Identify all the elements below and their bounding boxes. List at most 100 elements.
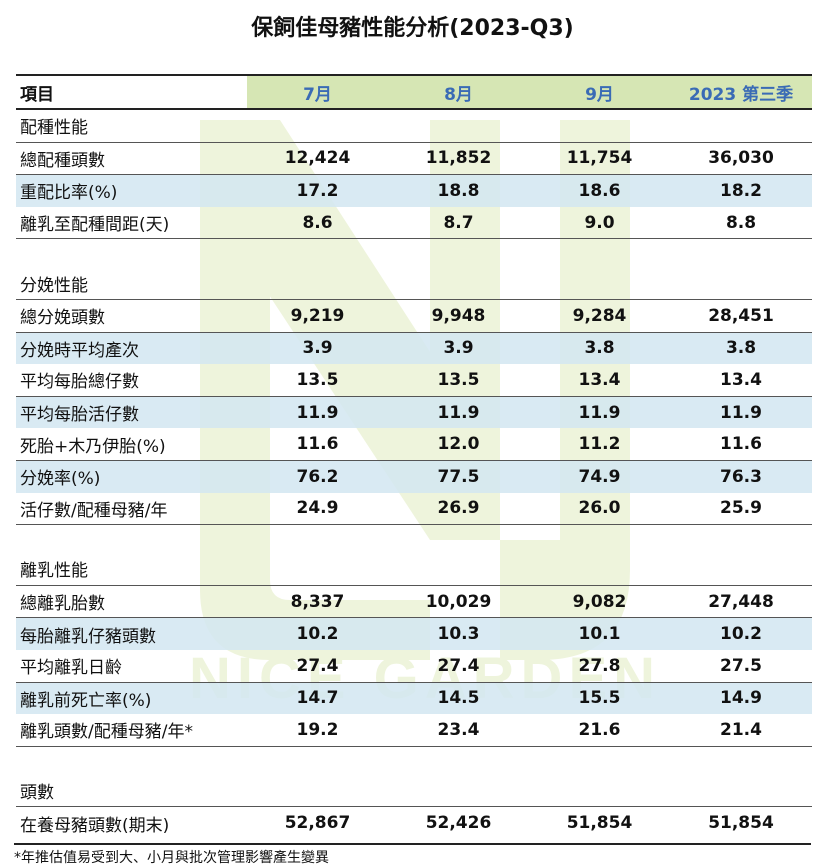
cell-value: 27.8: [529, 649, 670, 683]
cell-value: 9,082: [529, 585, 670, 619]
table-row: 每胎離乳仔豬頭數 10.2 10.3 10.1 10.2: [16, 617, 812, 650]
table-row: 分娩率(%) 76.2 77.5 74.9 76.3: [16, 460, 812, 493]
section-title: 配種性能: [16, 109, 247, 143]
cell-value: 10.2: [670, 617, 812, 650]
cell-value: 13.4: [529, 364, 670, 397]
cell-value: 26.0: [529, 492, 670, 526]
table-row: 平均離乳日齡 27.4 27.4 27.8 27.5: [16, 649, 812, 683]
table-row: 活仔數/配種母豬/年 24.9 26.9 26.0 25.9: [16, 492, 812, 526]
table-row: 離乳至配種間距(天) 8.6 8.7 9.0 8.8: [16, 206, 812, 240]
table-row: 總配種頭數 12,424 11,852 11,754 36,030: [16, 142, 812, 176]
cell-value: 27,448: [670, 585, 812, 619]
row-label: 分娩率(%): [16, 460, 247, 493]
cell-value: 3.8: [670, 332, 812, 365]
row-label: 總離乳胎數: [16, 585, 247, 619]
cell-value: 11.9: [670, 396, 812, 429]
cell-value: 9,219: [247, 299, 388, 333]
cell-value: 51,854: [566, 813, 633, 834]
cell-value: 8,337: [247, 585, 388, 619]
page-title: 保飼佳母豬性能分析(2023-Q3): [251, 16, 574, 41]
section-header: 配種性能: [16, 109, 812, 143]
cell-value: 18.2: [670, 174, 812, 207]
cell-value: 51,854: [708, 813, 774, 834]
header-col: 8月: [388, 74, 529, 110]
table-row: 平均每胎總仔數 13.5 13.5 13.4 13.4: [16, 364, 812, 397]
row-label: 每胎離乳仔豬頭數: [16, 617, 247, 650]
cell-value: 10.2: [247, 617, 388, 650]
cell-value: 12.0: [388, 428, 529, 461]
cell-value: 19.2: [247, 714, 388, 747]
cell-value: 36,030: [670, 142, 812, 176]
row-label: 離乳前死亡率(%): [16, 682, 247, 715]
header-col: 7月: [247, 74, 388, 110]
cell-value: 18.6: [529, 174, 670, 207]
header-item: 項目: [16, 74, 247, 110]
cell-value: 52,426: [425, 813, 492, 834]
cell-value: 11,754: [529, 142, 670, 176]
table-row: 總分娩頭數 9,219 9,948 9,284 28,451: [16, 299, 812, 333]
cell-value: 9,948: [388, 299, 529, 333]
cell-value: 76.2: [247, 460, 388, 493]
table-row: 離乳前死亡率(%) 14.7 14.5 15.5 14.9: [16, 682, 812, 715]
row-label: 分娩時平均產次: [16, 332, 247, 365]
row-label: 活仔數/配種母豬/年: [16, 492, 247, 526]
table-row: 重配比率(%) 17.2 18.8 18.6 18.2: [16, 174, 812, 207]
row-label: 平均離乳日齡: [16, 649, 247, 683]
row-label: 總配種頭數: [16, 142, 247, 176]
spacer-row: [16, 525, 812, 554]
table-header: 項目 7月 8月 9月 2023 第三季: [16, 74, 812, 110]
table-row: 總離乳胎數 8,337 10,029 9,082 27,448: [16, 585, 812, 619]
cell-value: 3.8: [529, 332, 670, 365]
row-label: 死胎+木乃伊胎(%): [16, 428, 247, 461]
header-col: 9月: [529, 74, 670, 110]
cell-value: 21.6: [529, 714, 670, 747]
row-label: 平均每胎總仔數: [16, 364, 247, 397]
cell-value: 11.9: [388, 396, 529, 429]
cell-value: 11,852: [388, 142, 529, 176]
section-title: 分娩性能: [16, 267, 247, 300]
row-label: 總分娩頭數: [16, 299, 247, 333]
cell-value: 13.5: [388, 364, 529, 397]
cell-value: 14.7: [247, 682, 388, 715]
cell-value: 11.9: [247, 396, 388, 429]
header-col: 2023 第三季: [670, 74, 812, 110]
cell-value: 8.6: [247, 206, 388, 240]
section-title: 頭數: [16, 774, 247, 808]
spacer-row: [16, 746, 812, 775]
cell-value: 24.9: [247, 492, 388, 526]
cell-value: 27.4: [247, 649, 388, 683]
cell-value: 13.4: [670, 364, 812, 397]
table-row: 死胎+木乃伊胎(%) 11.6 12.0 11.2 11.6: [16, 428, 812, 461]
footnote: *年推估值易受到大、小月與批次管理影響產生變異: [14, 843, 811, 867]
cell-value: 14.5: [388, 682, 529, 715]
cell-value: 27.4: [388, 649, 529, 683]
cell-value: 18.8: [388, 174, 529, 207]
cell-value: 11.6: [247, 428, 388, 461]
cell-value: 17.2: [247, 174, 388, 207]
row-label: 重配比率(%): [16, 174, 247, 207]
section-header: 頭數: [16, 774, 812, 808]
table-row: 平均每胎活仔數 11.9 11.9 11.9 11.9: [16, 396, 812, 429]
cell-value: 10.1: [529, 617, 670, 650]
cell-value: 21.4: [670, 714, 812, 747]
spacer-row: [16, 239, 812, 268]
table-row: 分娩時平均產次 3.9 3.9 3.8 3.8: [16, 332, 812, 365]
cell-value: 10.3: [388, 617, 529, 650]
cell-value: 23.4: [388, 714, 529, 747]
cell-value: 10,029: [388, 585, 529, 619]
cell-value: 3.9: [247, 332, 388, 365]
cell-value: 3.9: [388, 332, 529, 365]
cell-value: 9,284: [529, 299, 670, 333]
cell-value: 76.3: [670, 460, 812, 493]
cell-value: 52,867: [284, 813, 351, 834]
cell-value: 26.9: [388, 492, 529, 526]
cell-value: 11.9: [529, 396, 670, 429]
row-label: 離乳至配種間距(天): [16, 206, 247, 240]
cell-value: 77.5: [388, 460, 529, 493]
cell-value: 74.9: [529, 460, 670, 493]
cell-value: 11.2: [529, 428, 670, 461]
cell-value: 13.5: [247, 364, 388, 397]
cell-value: 27.5: [670, 649, 812, 683]
section-header: 離乳性能: [16, 553, 812, 586]
cell-value: 11.6: [670, 428, 812, 461]
